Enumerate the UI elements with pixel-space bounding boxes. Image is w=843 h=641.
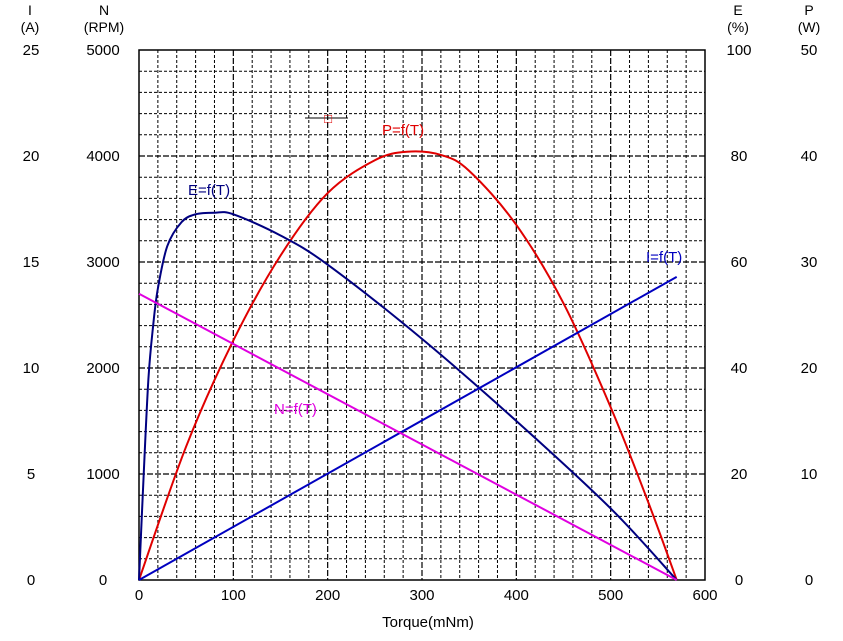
power-tick-label: 40 [801,148,818,165]
speed-tick-label: 0 [99,572,107,589]
power-axis-unit: (W) [798,19,821,35]
speed-tick-label: 2000 [86,360,119,377]
x-tick-label: 500 [598,587,623,604]
legend-marker-glyph: □ [324,111,332,126]
power-axis-symbol: P [804,2,813,18]
efficiency-tick-label: 80 [731,148,748,165]
current-tick-label: 10 [23,360,40,377]
current-axis-unit: (A) [21,19,40,35]
efficiency-tick-label: 20 [731,466,748,483]
legend-marker: □ [305,111,348,126]
x-tick-labels: 0 100 200 300 400 500 600 [135,587,718,604]
series-label-power: P=f(T) [382,122,424,139]
left-axis-headers: I (A) N (RPM) [21,2,125,35]
series-line-current [138,275,678,581]
y-tick-labels: 2520151050500040003000200010000100806040… [23,42,818,589]
speed-tick-label: 5000 [86,42,119,59]
power-tick-label: 50 [801,42,818,59]
power-tick-label: 10 [801,466,818,483]
x-tick-label: 300 [409,587,434,604]
efficiency-tick-label: 0 [735,572,743,589]
x-axis-label: Torque(mNm) [382,614,474,631]
series-line-power [138,150,678,581]
current-axis-symbol: I [28,2,32,18]
series-line-speed [138,292,678,581]
power-tick-label: 30 [801,254,818,271]
current-tick-label: 20 [23,148,40,165]
grid-lines [138,49,706,581]
efficiency-tick-label: 40 [731,360,748,377]
efficiency-tick-label: 60 [731,254,748,271]
efficiency-axis-symbol: E [733,2,742,18]
series-line-efficiency [138,211,678,581]
series-lines [138,150,678,581]
current-tick-label: 15 [23,254,40,271]
current-tick-label: 0 [27,572,35,589]
x-tick-label: 0 [135,587,143,604]
x-tick-label: 600 [692,587,717,604]
speed-tick-label: 4000 [86,148,119,165]
series-labels: P=f(T) E=f(T) I=f(T) N=f(T) [188,122,682,418]
speed-axis-unit: (RPM) [84,19,124,35]
x-tick-label: 400 [504,587,529,604]
efficiency-tick-label: 100 [726,42,751,59]
efficiency-axis-unit: (%) [727,19,749,35]
current-tick-label: 5 [27,466,35,483]
speed-tick-label: 1000 [86,466,119,483]
speed-tick-label: 3000 [86,254,119,271]
power-tick-label: 0 [805,572,813,589]
series-label-current: I=f(T) [646,249,682,266]
series-label-speed: N=f(T) [274,401,317,418]
x-tick-label: 200 [315,587,340,604]
speed-axis-symbol: N [99,2,109,18]
x-tick-label: 100 [221,587,246,604]
power-tick-label: 20 [801,360,818,377]
current-tick-label: 25 [23,42,40,59]
series-label-efficiency: E=f(T) [188,182,230,199]
right-axis-headers: E (%) P (W) [727,2,820,35]
